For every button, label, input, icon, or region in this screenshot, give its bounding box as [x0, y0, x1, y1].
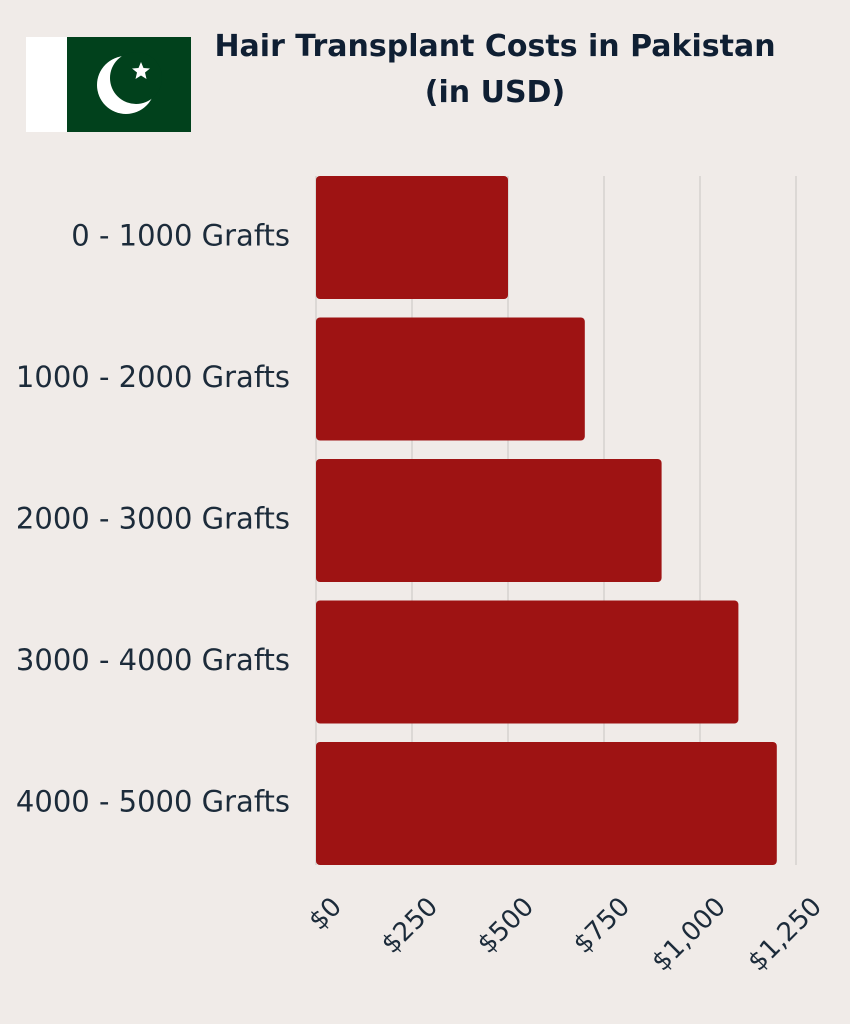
- y-tick-label: 1000 - 2000 Grafts: [16, 360, 290, 394]
- chart-title: Hair Transplant Costs in Pakistan (in US…: [214, 29, 776, 110]
- y-tick-label: 2000 - 3000 Grafts: [16, 502, 290, 536]
- flag-white: [26, 37, 68, 132]
- y-tick-label: 4000 - 5000 Grafts: [16, 785, 290, 819]
- flag: [26, 37, 191, 132]
- x-tick-label: $0: [303, 892, 348, 937]
- x-tick-label: $1,250: [742, 892, 828, 978]
- bar: [316, 176, 508, 299]
- x-tick-label: $250: [376, 892, 444, 960]
- bar: [316, 459, 662, 582]
- x-tick-label: $1,000: [646, 892, 732, 978]
- bar: [316, 317, 585, 441]
- bar: [316, 742, 777, 865]
- bar: [316, 600, 739, 724]
- x-tick-label: $750: [568, 892, 636, 960]
- y-tick-label: 0 - 1000 Grafts: [71, 219, 290, 253]
- star: [132, 62, 150, 79]
- y-tick-label: 3000 - 4000 Grafts: [16, 643, 290, 677]
- x-tick-label: $500: [472, 892, 540, 960]
